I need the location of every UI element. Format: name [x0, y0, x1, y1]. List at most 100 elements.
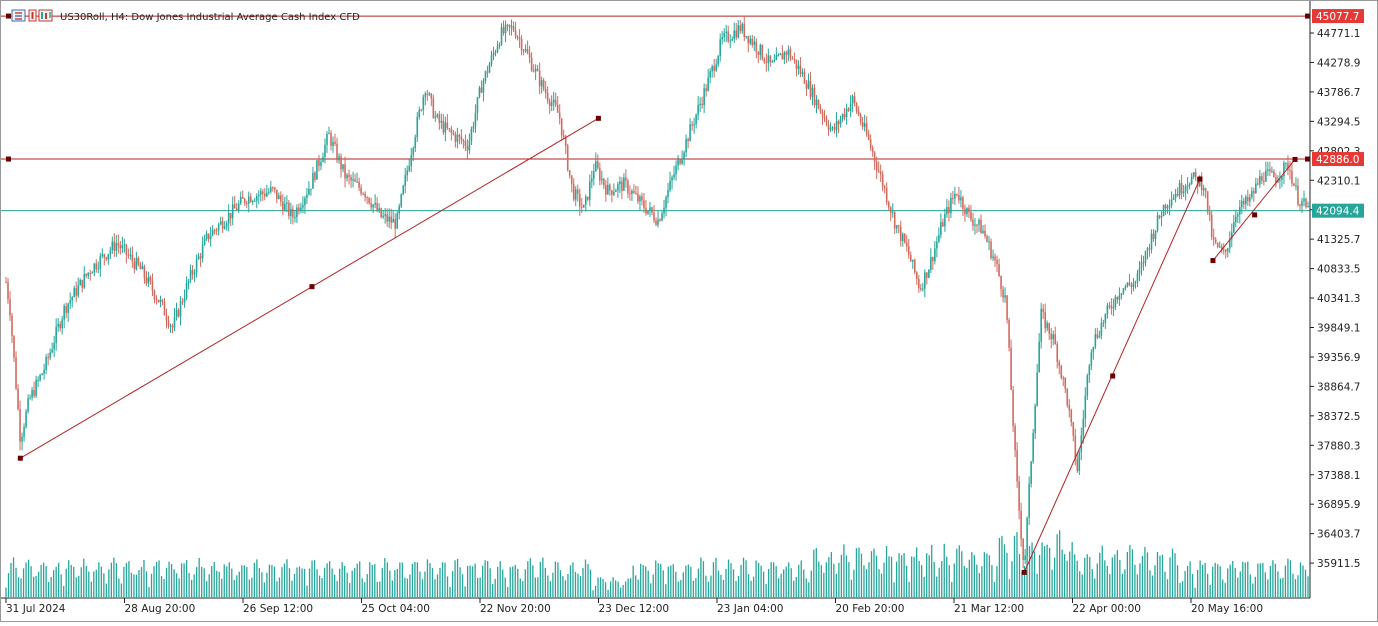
- candle-body: [107, 254, 110, 260]
- candle-body: [522, 50, 525, 52]
- candle-body: [552, 99, 555, 103]
- candle-body: [362, 193, 364, 195]
- candle-body: [472, 126, 475, 129]
- candle-body: [45, 357, 47, 371]
- candle-body: [189, 270, 192, 281]
- candle-body: [253, 200, 256, 202]
- candle-body: [430, 93, 433, 99]
- candle-body: [839, 119, 842, 125]
- candle-body: [593, 171, 595, 179]
- candle-body: [1168, 205, 1171, 207]
- candle-body: [807, 80, 810, 89]
- candle-body: [169, 325, 172, 327]
- candle-body: [27, 398, 29, 412]
- candle-body: [918, 279, 920, 289]
- candle-body: [492, 52, 495, 56]
- candle-body: [119, 245, 122, 249]
- candle-body: [336, 143, 338, 161]
- candle-body: [191, 270, 194, 275]
- candle-body: [316, 160, 318, 180]
- candle-body: [1230, 232, 1233, 240]
- candle-body: [458, 134, 461, 137]
- candle-body: [960, 197, 962, 201]
- candle-body: [584, 196, 587, 205]
- candle-body: [298, 207, 300, 212]
- candle-body: [73, 288, 76, 298]
- candle-body: [300, 207, 302, 212]
- timeframe-label: H4: [111, 12, 125, 23]
- chart-title: US30Roll, H4: Dow Jones Industrial Avera…: [60, 12, 360, 23]
- candle-body: [743, 23, 746, 38]
- candle-body: [486, 71, 489, 73]
- candle-body: [442, 120, 445, 133]
- candle-body: [141, 266, 144, 270]
- candle-body: [825, 118, 828, 125]
- candle-body: [982, 230, 984, 234]
- candle-body: [7, 282, 9, 300]
- candle-body: [590, 178, 593, 182]
- candle-body: [23, 427, 25, 437]
- candle-body: [137, 257, 140, 265]
- candle-body: [1271, 171, 1273, 173]
- price-tick-label: 37880.3: [1317, 440, 1360, 452]
- candle-body: [863, 123, 866, 127]
- time-tick-label: 26 Sep 12:00: [243, 603, 313, 615]
- candlesticks: [5, 15, 1309, 569]
- candle-body: [597, 161, 599, 168]
- candle-body: [673, 174, 675, 178]
- indicator-icon[interactable]: [38, 9, 53, 22]
- candle-body: [805, 83, 808, 89]
- candle-body: [873, 152, 876, 162]
- candle-body: [484, 71, 487, 81]
- candle-body: [149, 277, 152, 282]
- candle-body: [1136, 273, 1139, 282]
- candle-body: [1142, 262, 1145, 264]
- candle-body: [286, 202, 288, 204]
- candle-body: [75, 288, 78, 296]
- candle-body: [946, 207, 948, 214]
- candle-body: [1152, 233, 1155, 240]
- trendlines[interactable]: [17, 115, 1298, 575]
- candle-body: [751, 38, 754, 45]
- candle-body: [1088, 365, 1091, 376]
- trendline: [1212, 159, 1296, 261]
- candle-body: [901, 233, 904, 242]
- price-tag-label: 42886.0: [1316, 154, 1359, 166]
- candle-body: [504, 24, 507, 34]
- candle-body: [474, 112, 477, 127]
- candle-body: [1076, 458, 1079, 472]
- candle-body: [1022, 538, 1024, 560]
- candle-body: [717, 56, 719, 65]
- candle-body: [639, 196, 641, 202]
- candle-body: [1200, 177, 1203, 191]
- candle-body: [15, 357, 17, 389]
- candle-body: [328, 133, 330, 135]
- candle-body: [1020, 510, 1022, 539]
- candle-body: [422, 96, 425, 110]
- candle-body: [665, 197, 667, 208]
- candle-body: [456, 134, 459, 142]
- candle-body: [398, 206, 401, 214]
- candle-body: [266, 192, 268, 197]
- price-tag-label: 42094.4: [1316, 206, 1360, 218]
- candle-body: [1098, 335, 1101, 338]
- candle-body: [1026, 517, 1028, 556]
- candle-body: [1086, 375, 1089, 396]
- candle-body: [1238, 207, 1241, 215]
- candle-body: [187, 280, 190, 283]
- candle-body: [554, 99, 557, 105]
- candle-icon[interactable]: [28, 9, 37, 22]
- candle-body: [1012, 389, 1014, 426]
- candle-body: [312, 172, 314, 189]
- candle-body: [1184, 186, 1187, 192]
- candle-body: [310, 188, 312, 190]
- candle-body: [103, 254, 106, 258]
- candle-body: [775, 55, 778, 61]
- candle-body: [861, 122, 864, 127]
- candle-body: [759, 44, 762, 55]
- bar-chart-icon[interactable]: [11, 9, 26, 22]
- candle-body: [599, 167, 601, 181]
- candle-body: [163, 301, 166, 316]
